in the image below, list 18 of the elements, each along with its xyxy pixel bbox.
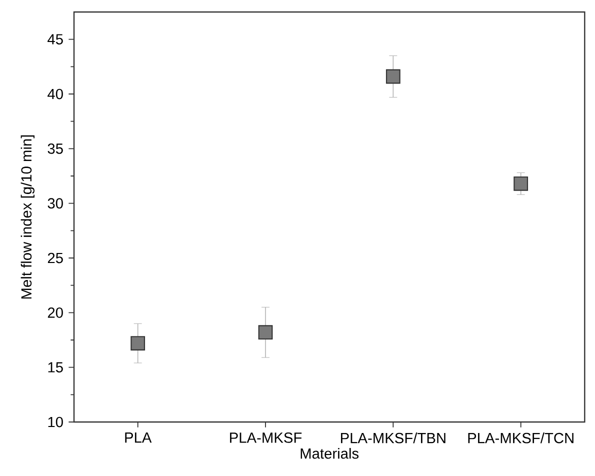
x-tick-label: PLA-MKSF	[230, 432, 302, 443]
x-tick-label: PLA-MKSF/TBN	[341, 432, 446, 444]
y-tick-label: 45	[48, 34, 63, 44]
y-tick-label: 35	[48, 143, 63, 154]
y-tick-label: 20	[48, 307, 63, 318]
y-tick-label: 40	[48, 88, 63, 100]
point	[258, 325, 273, 340]
y-tick-label: 30	[48, 198, 63, 209]
y-axis-title: Melt flow index [g/10 min]	[20, 135, 34, 299]
y-tick-label: 10	[48, 416, 63, 428]
point	[130, 336, 146, 350]
x-tick-label: PLA	[125, 432, 152, 443]
y-tick-label: 15	[48, 362, 63, 372]
point	[514, 176, 528, 191]
x-tick-label: PLA-MKSF/TCN	[468, 432, 574, 444]
point	[386, 69, 400, 84]
y-tick-label: 25	[48, 252, 63, 264]
x-axis-title: Materials	[300, 448, 359, 459]
